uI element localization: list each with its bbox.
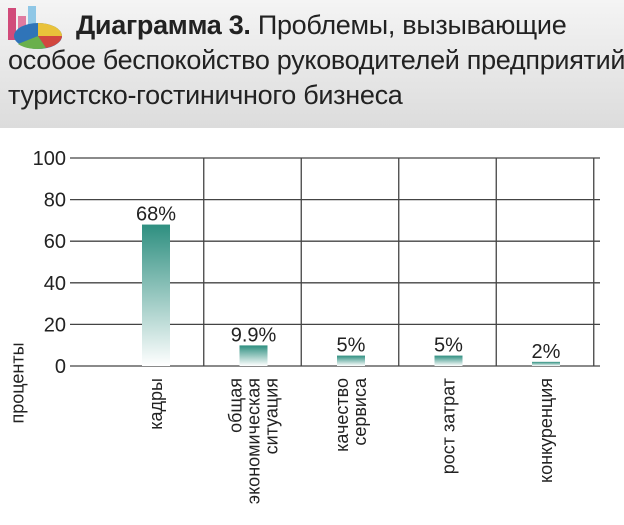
data-label: 9.9%	[231, 324, 277, 346]
data-label: 68%	[136, 204, 176, 226]
bar	[142, 224, 170, 366]
bar	[434, 355, 463, 366]
x-tick-label: конкуренция	[536, 378, 556, 483]
x-tick-label: рост затрат	[439, 378, 459, 474]
y-tick-label: 40	[44, 273, 66, 295]
chart-header: Диаграмма 3. Проблемы, вызывающие особое…	[0, 0, 624, 128]
data-label: 5%	[337, 335, 366, 357]
x-tick-label: кадры	[146, 378, 166, 430]
title-line2: особое беспокойство руководителей предпр…	[8, 45, 624, 75]
bar	[239, 345, 268, 366]
chart-title: Диаграмма 3. Проблемы, вызывающие особое…	[8, 8, 624, 113]
bar	[532, 361, 560, 366]
data-label: 2%	[532, 341, 561, 363]
title-strong: Диаграмма 3.	[76, 10, 251, 40]
x-tick-label: общаяэкономическаяситуация	[226, 378, 282, 504]
title-line3: туристско-гостиничного бизнеса	[8, 80, 403, 110]
y-tick-label: 20	[44, 314, 66, 336]
data-label: 5%	[434, 335, 463, 357]
y-tick-label: 100	[33, 148, 66, 170]
plot-area: проценты 0 20 40 60 80 100 68% кадры 9.9% общаяэк…	[0, 128, 624, 525]
y-tick-label: 80	[44, 190, 66, 212]
y-tick-label: 60	[44, 231, 66, 253]
x-tick-label: качествосервиса	[332, 377, 370, 452]
bar	[337, 355, 365, 366]
y-tick-label: 0	[55, 356, 66, 378]
pie-chart-icon	[8, 6, 62, 49]
title-line1-rest: Проблемы, вызывающие	[257, 10, 567, 40]
bar-chart: 0 20 40 60 80 100 68% кадры 9.9% общаяэкономическ…	[33, 148, 600, 504]
